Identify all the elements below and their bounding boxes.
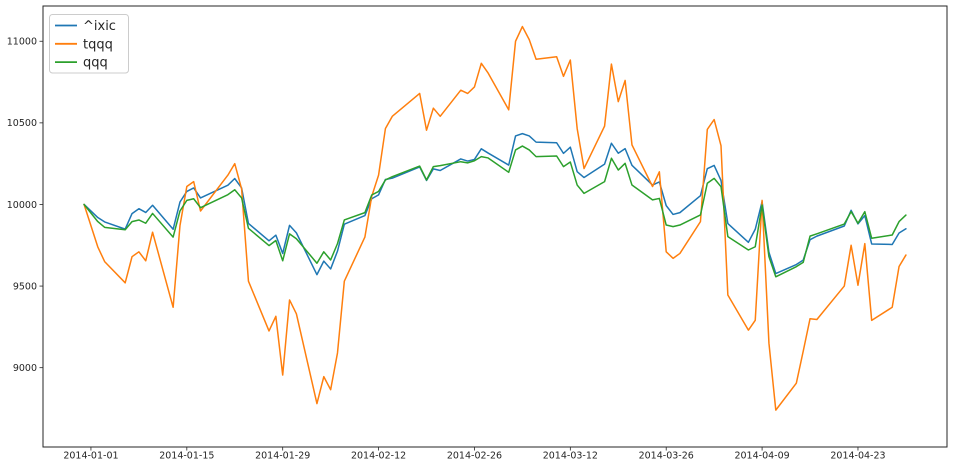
legend-box	[49, 14, 129, 74]
series-line-tqqq	[83, 25, 907, 411]
y-tick-label: 9000	[13, 363, 37, 374]
legend-label: tqqq	[83, 37, 113, 52]
plot-frame	[42, 5, 948, 448]
x-tick-label: 2014-01-01	[63, 451, 118, 462]
x-tick-label: 2014-03-12	[543, 451, 598, 462]
y-tick-label: 10500	[7, 118, 37, 129]
x-tick-label: 2014-03-26	[639, 451, 694, 462]
legend-item-ixic: ^ixic	[55, 19, 116, 34]
legend-label: qqq	[83, 56, 108, 71]
legend-label: ^ixic	[83, 19, 116, 34]
y-tick-label: 10000	[7, 200, 37, 211]
series-line-qqq	[83, 145, 907, 278]
legend-item-tqqq: tqqq	[55, 37, 113, 52]
x-tick-label: 2014-02-26	[447, 451, 502, 462]
x-tick-label: 2014-02-12	[351, 451, 406, 462]
x-tick-label: 2014-01-29	[255, 451, 310, 462]
y-tick-label: 11000	[7, 37, 37, 48]
legend: ^ixic tqqq qqq	[49, 14, 129, 74]
x-tick-label: 2014-01-15	[159, 451, 214, 462]
x-tick-label: 2014-04-09	[734, 451, 789, 462]
legend-item-qqq: qqq	[55, 56, 108, 71]
x-tick-label: 2014-04-23	[830, 451, 885, 462]
axes: 2014-01-01 2014-01-15 2014-01-29 2014-02-12…	[7, 37, 886, 462]
y-tick-label: 9500	[13, 281, 37, 292]
